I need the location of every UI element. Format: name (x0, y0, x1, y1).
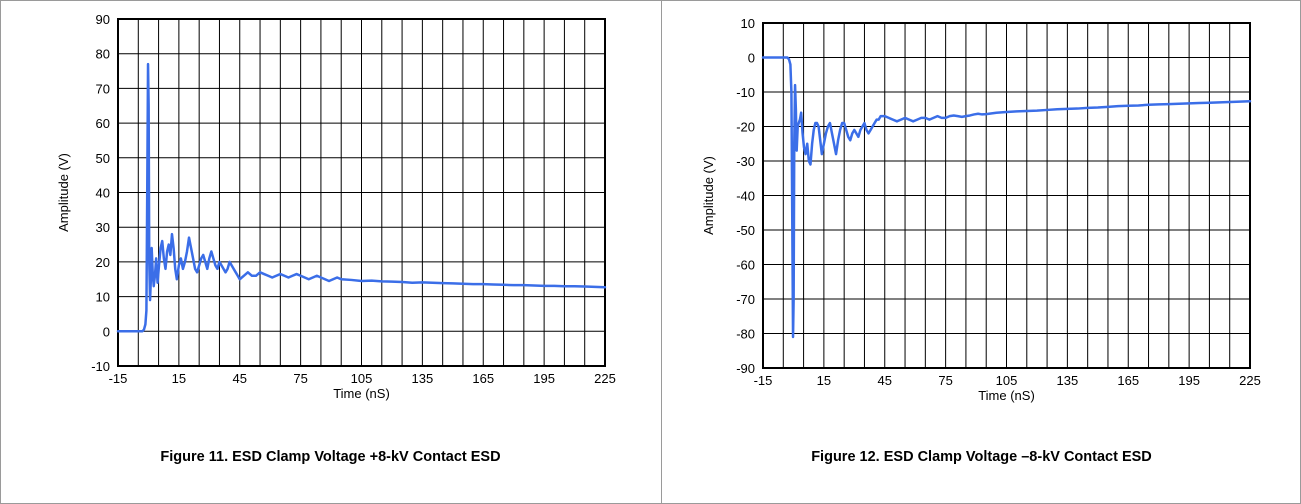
y-tick-label: 60 (96, 116, 110, 131)
y-tick-label: -90 (736, 361, 755, 376)
y-tick-label: 40 (96, 186, 110, 201)
y-tick-label: 0 (748, 51, 755, 66)
y-tick-label: 50 (96, 151, 110, 166)
y-tick-label: 10 (96, 290, 110, 305)
y-tick-label: 90 (96, 12, 110, 27)
y-tick-label: 20 (96, 255, 110, 270)
y-tick-label: -30 (736, 154, 755, 169)
y-tick-label: 30 (96, 220, 110, 235)
x-tick-label: 15 (172, 371, 186, 386)
x-tick-label: 75 (938, 373, 952, 388)
y-tick-label: -40 (736, 189, 755, 204)
x-tick-label: 195 (533, 371, 555, 386)
series-line (116, 62, 607, 333)
figure-12-panel: -90 -80 -70 -60 -50 -40 -30 -20 -10 0 10 -15 15 45 75 1… (662, 0, 1301, 504)
y-tick-label: -20 (736, 120, 755, 135)
panel-divider (661, 0, 662, 504)
x-axis-label: Time (nS) (978, 388, 1035, 403)
y-tick-label: -70 (736, 292, 755, 307)
figure-12-chart: -90 -80 -70 -60 -50 -40 -30 -20 -10 0 10 -15 15 45 75 1… (701, 16, 1261, 403)
y-tick-label: -50 (736, 223, 755, 238)
x-tick-label: -15 (754, 373, 773, 388)
y-axis-label: Amplitude (V) (701, 156, 716, 235)
plot-border (762, 22, 1251, 369)
y-tick-label: -80 (736, 327, 755, 342)
figure-12-caption: Figure 12. ESD Clamp Voltage –8-kV Conta… (811, 449, 1152, 465)
y-tick-label: 0 (103, 324, 110, 339)
figure-11-panel: -10 0 10 20 30 40 50 60 70 80 90 -15 15 45 75 105 135 165… (56, 12, 616, 465)
x-axis-label: Time (nS) (333, 386, 390, 401)
x-tick-label: 105 (351, 371, 373, 386)
x-tick-label: 75 (293, 371, 307, 386)
x-tick-label: 15 (817, 373, 831, 388)
x-tick-label: -15 (109, 371, 128, 386)
series-line (761, 56, 1252, 339)
x-tick-label: 45 (233, 371, 247, 386)
y-tick-label: -10 (736, 85, 755, 100)
figure-11-caption: Figure 11. ESD Clamp Voltage +8-kV Conta… (160, 449, 501, 465)
figure-11-chart: -10 0 10 20 30 40 50 60 70 80 90 -15 15 45 75 105 135 165… (56, 12, 616, 401)
x-tick-label: 165 (472, 371, 494, 386)
x-tick-label: 105 (996, 373, 1018, 388)
y-axis-label: Amplitude (V) (56, 153, 71, 232)
x-tick-label: 135 (1057, 373, 1079, 388)
y-tick-label: 80 (96, 47, 110, 62)
x-tick-label: 45 (878, 373, 892, 388)
y-tick-label: -60 (736, 258, 755, 273)
y-tick-label: 70 (96, 81, 110, 96)
x-tick-label: 225 (1239, 373, 1261, 388)
y-tick-label: 10 (741, 16, 755, 31)
grid (118, 19, 605, 366)
plot-border (117, 18, 606, 367)
x-tick-label: 225 (594, 371, 616, 386)
y-tick-label: -10 (91, 359, 110, 374)
x-tick-label: 165 (1117, 373, 1139, 388)
x-tick-label: 195 (1178, 373, 1200, 388)
grid (763, 23, 1250, 368)
x-tick-label: 135 (412, 371, 434, 386)
